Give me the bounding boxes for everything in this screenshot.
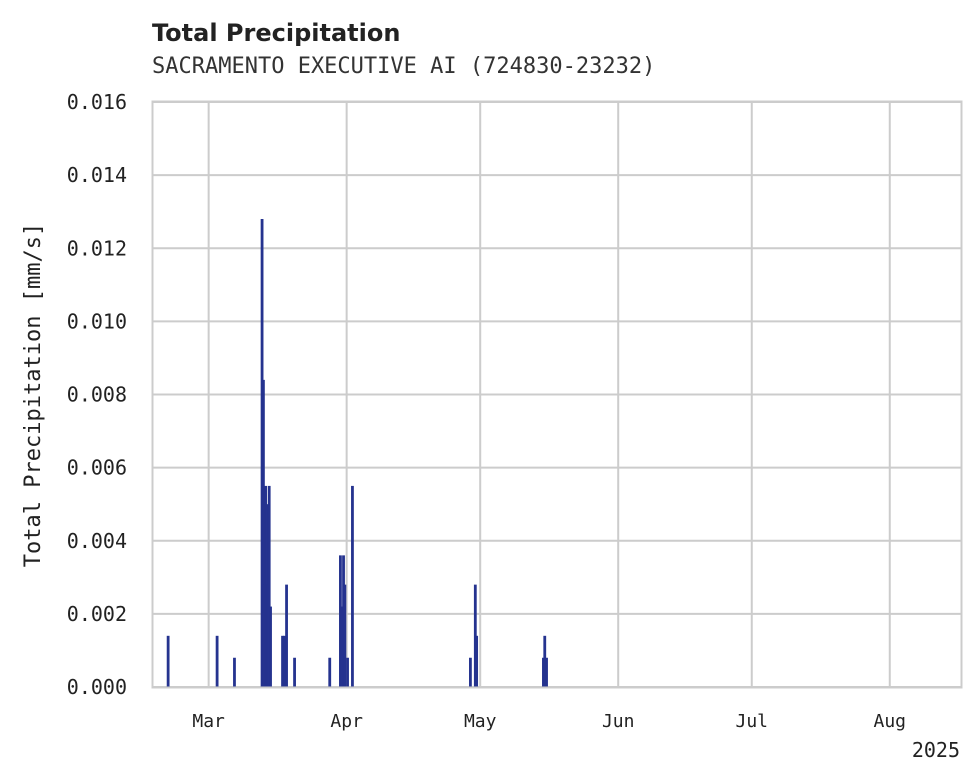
precipitation-bar: [215, 635, 219, 687]
y-tick-label: 0.002: [67, 602, 127, 626]
chart-title: Total Precipitation: [152, 19, 400, 47]
x-tick-label: May: [464, 711, 497, 732]
precipitation-bar: [233, 657, 236, 687]
plot-frame: [151, 100, 963, 689]
grid-lines: [153, 101, 961, 688]
y-axis-ticks: 0.000 0.002 0.004 0.006 0.008 0.010 0.012 0.014…: [67, 90, 127, 699]
precipitation-bar: [346, 657, 349, 687]
precipitation-bar: [469, 657, 472, 687]
precipitation-bar: [545, 657, 548, 687]
precipitation-bar: [283, 635, 287, 687]
y-tick-label: 0.006: [67, 456, 127, 480]
precipitation-bar: [269, 606, 272, 687]
x-tick-label: Jun: [602, 711, 635, 732]
y-tick-label: 0.014: [67, 163, 127, 187]
y-tick-label: 0.000: [67, 675, 127, 699]
precipitation-bar: [281, 635, 284, 687]
y-tick-label: 0.010: [67, 309, 127, 333]
precipitation-bar: [328, 657, 332, 687]
y-tick-label: 0.016: [67, 90, 127, 114]
x-tick-label: Jul: [736, 711, 769, 732]
precipitation-bar: [293, 657, 296, 687]
y-tick-label: 0.008: [67, 383, 127, 407]
precipitation-bar: [166, 635, 170, 687]
x-axis-ticks: Mar Apr May Jun Jul Aug: [192, 711, 906, 732]
precipitation-bar: [351, 485, 354, 687]
precipitation-bar: [262, 379, 265, 687]
chart-subtitle: SACRAMENTO EXECUTIVE AI (724830-23232): [152, 54, 655, 79]
precipitation-bar: [475, 635, 479, 687]
precipitation-bar: [340, 606, 344, 687]
y-tick-label: 0.012: [67, 236, 127, 260]
data-bars: [166, 219, 548, 687]
precipitation-bar: [267, 485, 271, 687]
x-tick-label: Mar: [192, 711, 225, 732]
year-label: 2025: [912, 738, 960, 762]
precipitation-bar: [343, 584, 347, 687]
precipitation-bar: [543, 635, 547, 687]
precipitation-bar: [285, 584, 288, 687]
y-axis-label: Total Precipitation [mm/s]: [21, 223, 46, 567]
x-tick-label: Aug: [874, 711, 907, 732]
x-tick-label: Apr: [330, 711, 363, 732]
y-tick-label: 0.004: [67, 529, 127, 553]
